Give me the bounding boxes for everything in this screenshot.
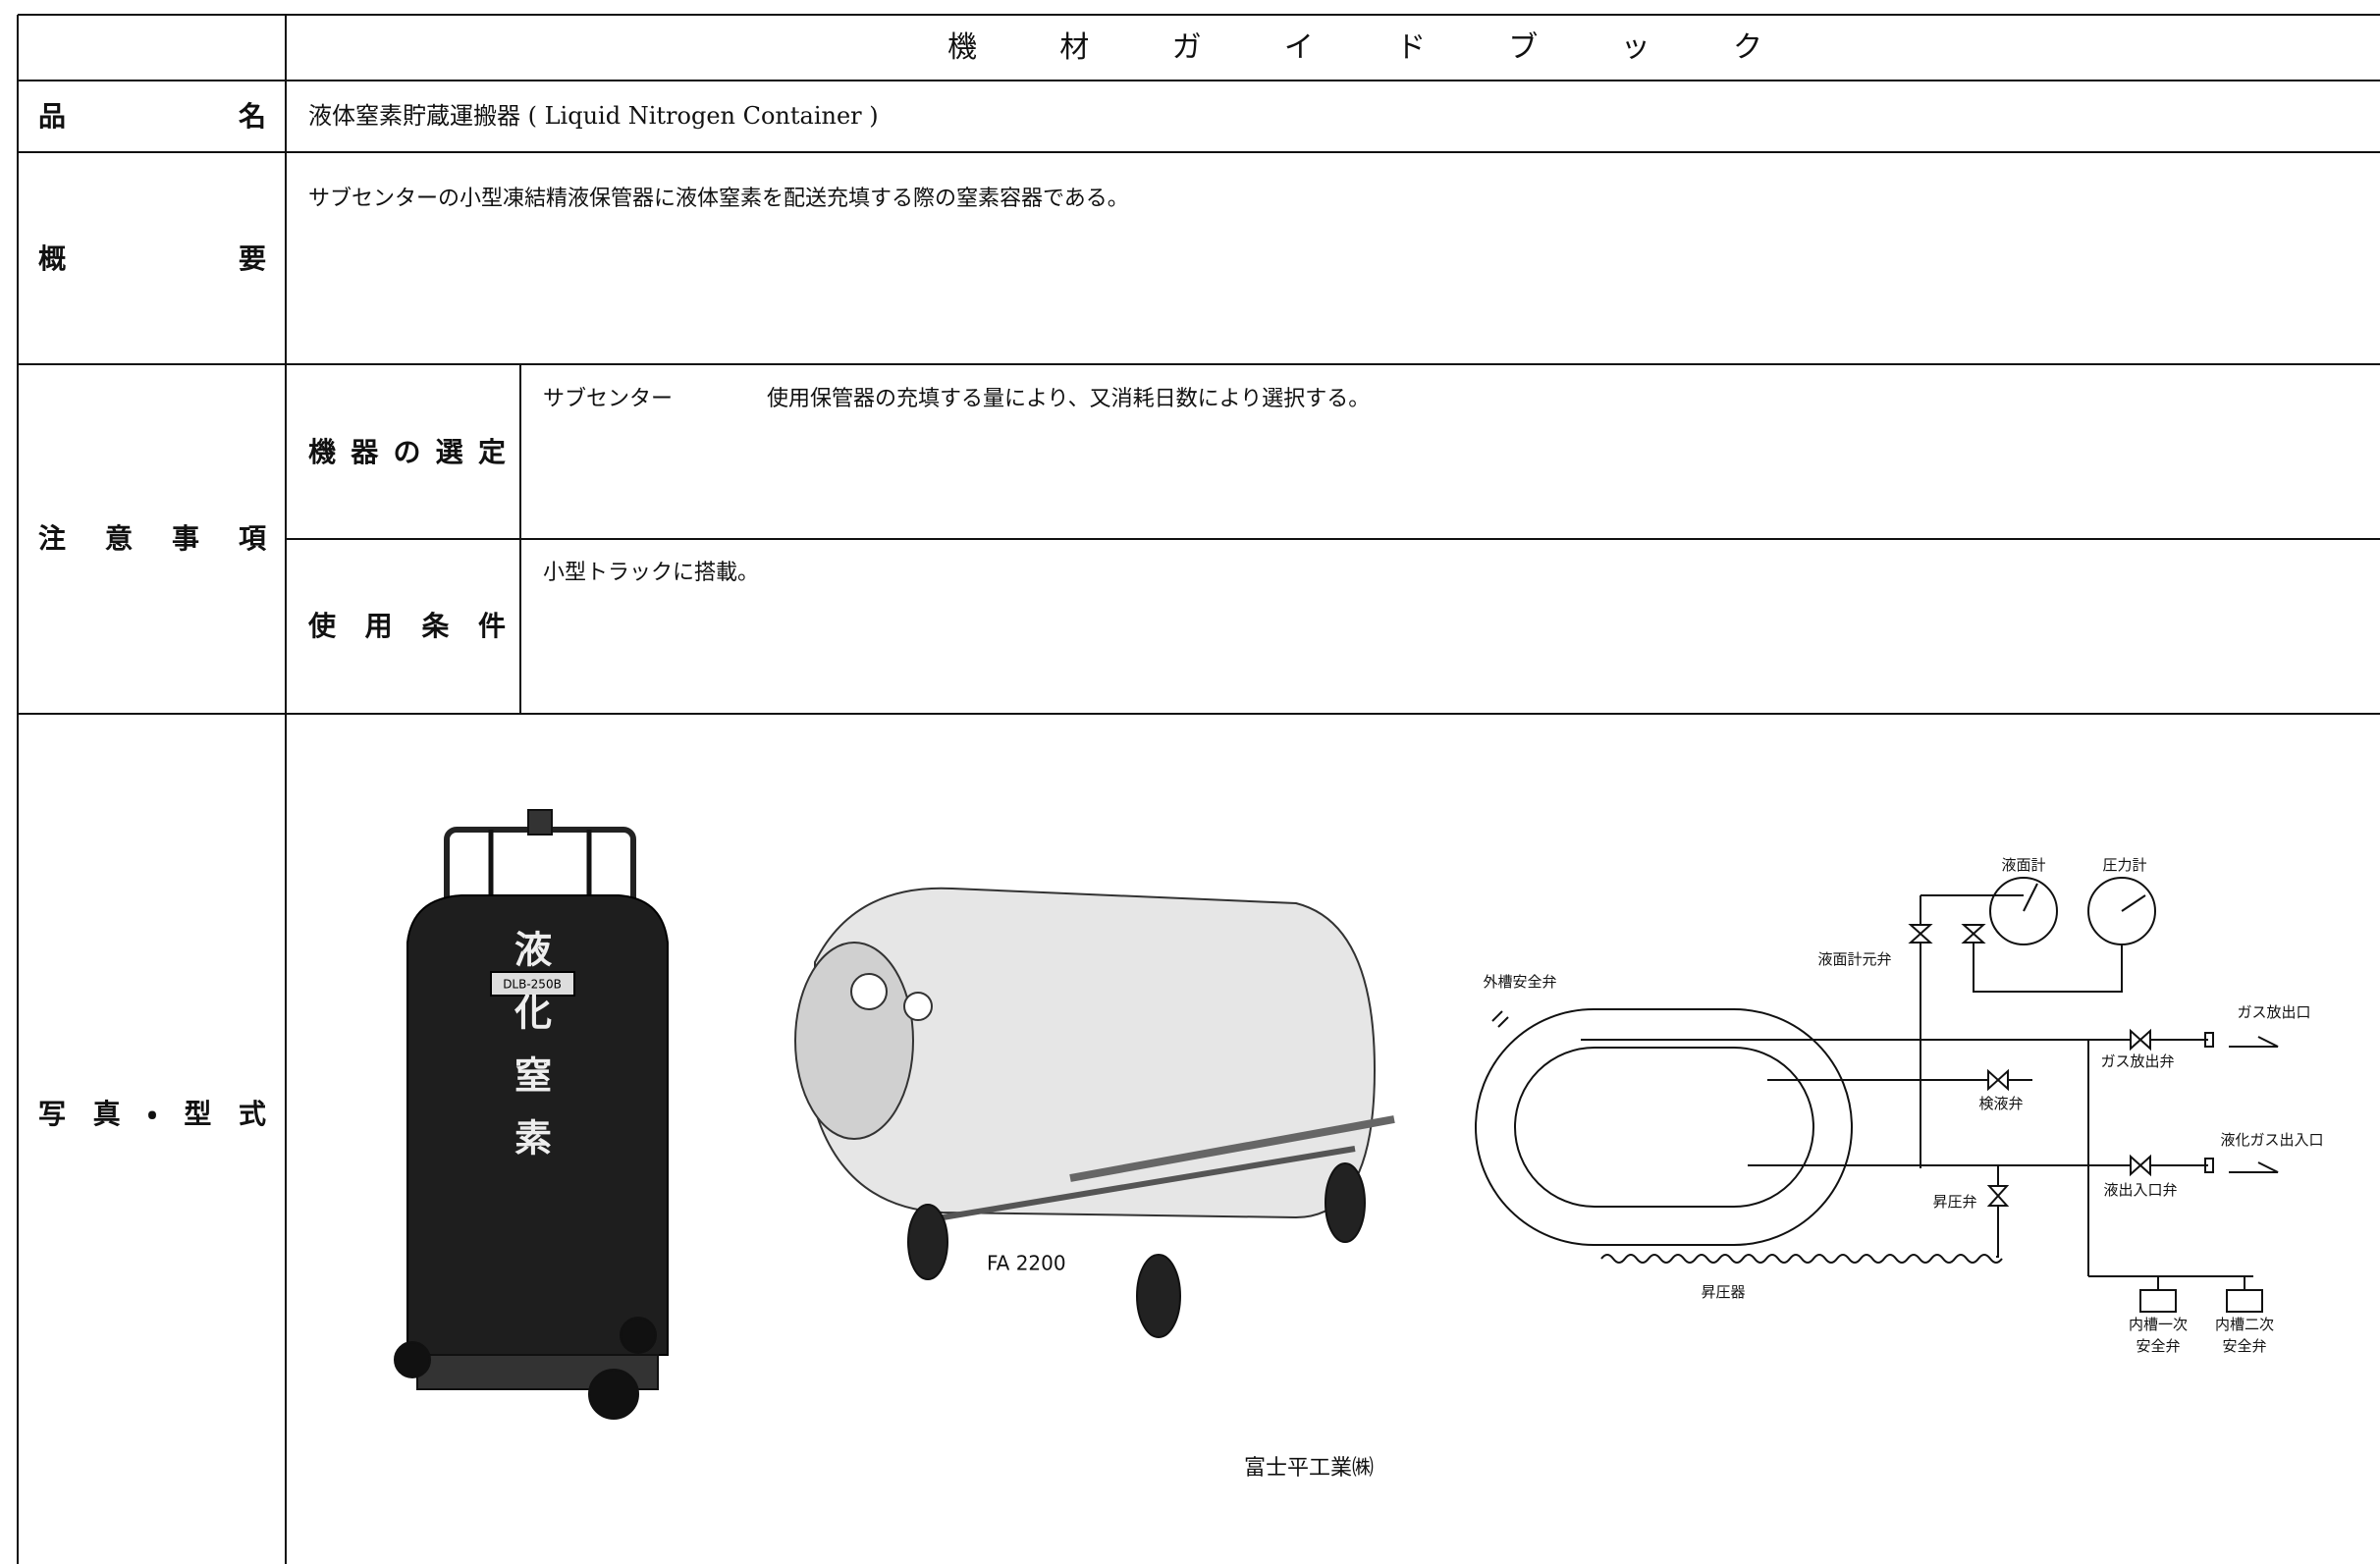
- wheel: [588, 1369, 639, 1420]
- diagram-label: 内槽二次: [2215, 1316, 2274, 1333]
- diagram-label: 昇圧弁: [1932, 1193, 1976, 1211]
- row-label: 写真・型式: [38, 1098, 266, 1130]
- port: [2204, 1158, 2214, 1173]
- port: [850, 973, 888, 1010]
- row-label: 注意事項: [38, 522, 266, 555]
- row-value: サブセンターの小型凍結精液保管器に液体窒素を配送充填する際の窒素容器である。: [308, 187, 1129, 211]
- valve: [1986, 1185, 2010, 1207]
- diagram-label: 液化ガス出入口: [2220, 1131, 2323, 1149]
- wheel: [1136, 1254, 1181, 1338]
- tank: [814, 887, 1377, 1219]
- wheel: [620, 1317, 657, 1354]
- wheel: [907, 1204, 948, 1280]
- arrow: [2229, 1161, 2279, 1173]
- outer-valve-mark: [1491, 1010, 1509, 1028]
- sub-label: 使用条件: [308, 610, 506, 642]
- tank-end: [794, 942, 914, 1140]
- safety-valve: [2226, 1289, 2263, 1313]
- container-text: 液化窒素: [509, 930, 553, 1181]
- safety-valve: [2139, 1289, 2177, 1313]
- diagram-label: 検液弁: [1978, 1095, 2023, 1112]
- port: [2204, 1032, 2214, 1048]
- diagram-label: 液面計元弁: [1817, 950, 1891, 968]
- arrow: [2229, 1036, 2279, 1048]
- maker: 富士平工業㈱: [1243, 1456, 1374, 1481]
- valve: [2130, 1028, 2151, 1052]
- gauge: [1989, 877, 2058, 945]
- diagram-label: 液出入口弁: [2103, 1181, 2177, 1199]
- badge: [490, 971, 575, 997]
- diagram-label: 外槽安全弁: [1483, 973, 1556, 991]
- valve: [1961, 924, 1986, 944]
- subject: サブセンター: [543, 387, 674, 411]
- wheel: [394, 1341, 431, 1378]
- outer-vessel: [1475, 1008, 1853, 1246]
- body: [406, 894, 669, 1356]
- sub-label: 機器の選定: [308, 436, 506, 468]
- diagram-label: 圧力計: [2102, 856, 2146, 874]
- row-label: 品名: [38, 100, 266, 133]
- pressurizer-coil: [1600, 1254, 2003, 1264]
- pipe: [1973, 943, 2123, 993]
- port: [903, 992, 933, 1021]
- chassis: [942, 1146, 1356, 1220]
- container-photo: DLB-250B 液化窒素: [394, 809, 669, 1420]
- model-label: FA 2200: [987, 1252, 1066, 1275]
- flow-diagram: 液面計 圧力計 液面計元弁 外槽安全弁 ガス放出口 ガス放出弁 検液弁 液化ガス…: [1475, 856, 2324, 1355]
- valve: [1908, 924, 1933, 944]
- model-label: DLB-250B: [503, 978, 562, 992]
- diagram-label: 安全弁: [2222, 1337, 2266, 1355]
- diagram-label: 昇圧器: [1701, 1283, 1745, 1301]
- cart-photo: FA 2200: [794, 887, 1395, 1338]
- title: 機材ガイドブック: [947, 30, 1762, 65]
- inner-vessel: [1514, 1047, 1814, 1208]
- row-value: 使用保管器の充填する量により、又消耗日数により選択する。: [767, 387, 1371, 411]
- valve: [1987, 1068, 2009, 1092]
- diagram-label: ガス放出口: [2237, 1003, 2310, 1021]
- row-value: 小型トラックに搭載。: [543, 561, 760, 585]
- valve: [2130, 1154, 2151, 1177]
- wheel: [1325, 1162, 1366, 1243]
- valve: [527, 809, 553, 836]
- diagram-label: ガス放出弁: [2100, 1052, 2174, 1070]
- diagram-label: 液面計: [2001, 856, 2045, 874]
- diagram-label: 内槽一次: [2129, 1316, 2188, 1333]
- needle: [2121, 894, 2146, 912]
- pipe: [1996, 1165, 1999, 1258]
- row-label: 概要: [38, 243, 266, 275]
- row-value: 液体窒素貯蔵運搬器 ( Liquid Nitrogen Container ): [308, 102, 879, 130]
- needle: [2023, 883, 2038, 912]
- diagram-label: 安全弁: [2136, 1337, 2180, 1355]
- handle-bar: [1069, 1115, 1395, 1182]
